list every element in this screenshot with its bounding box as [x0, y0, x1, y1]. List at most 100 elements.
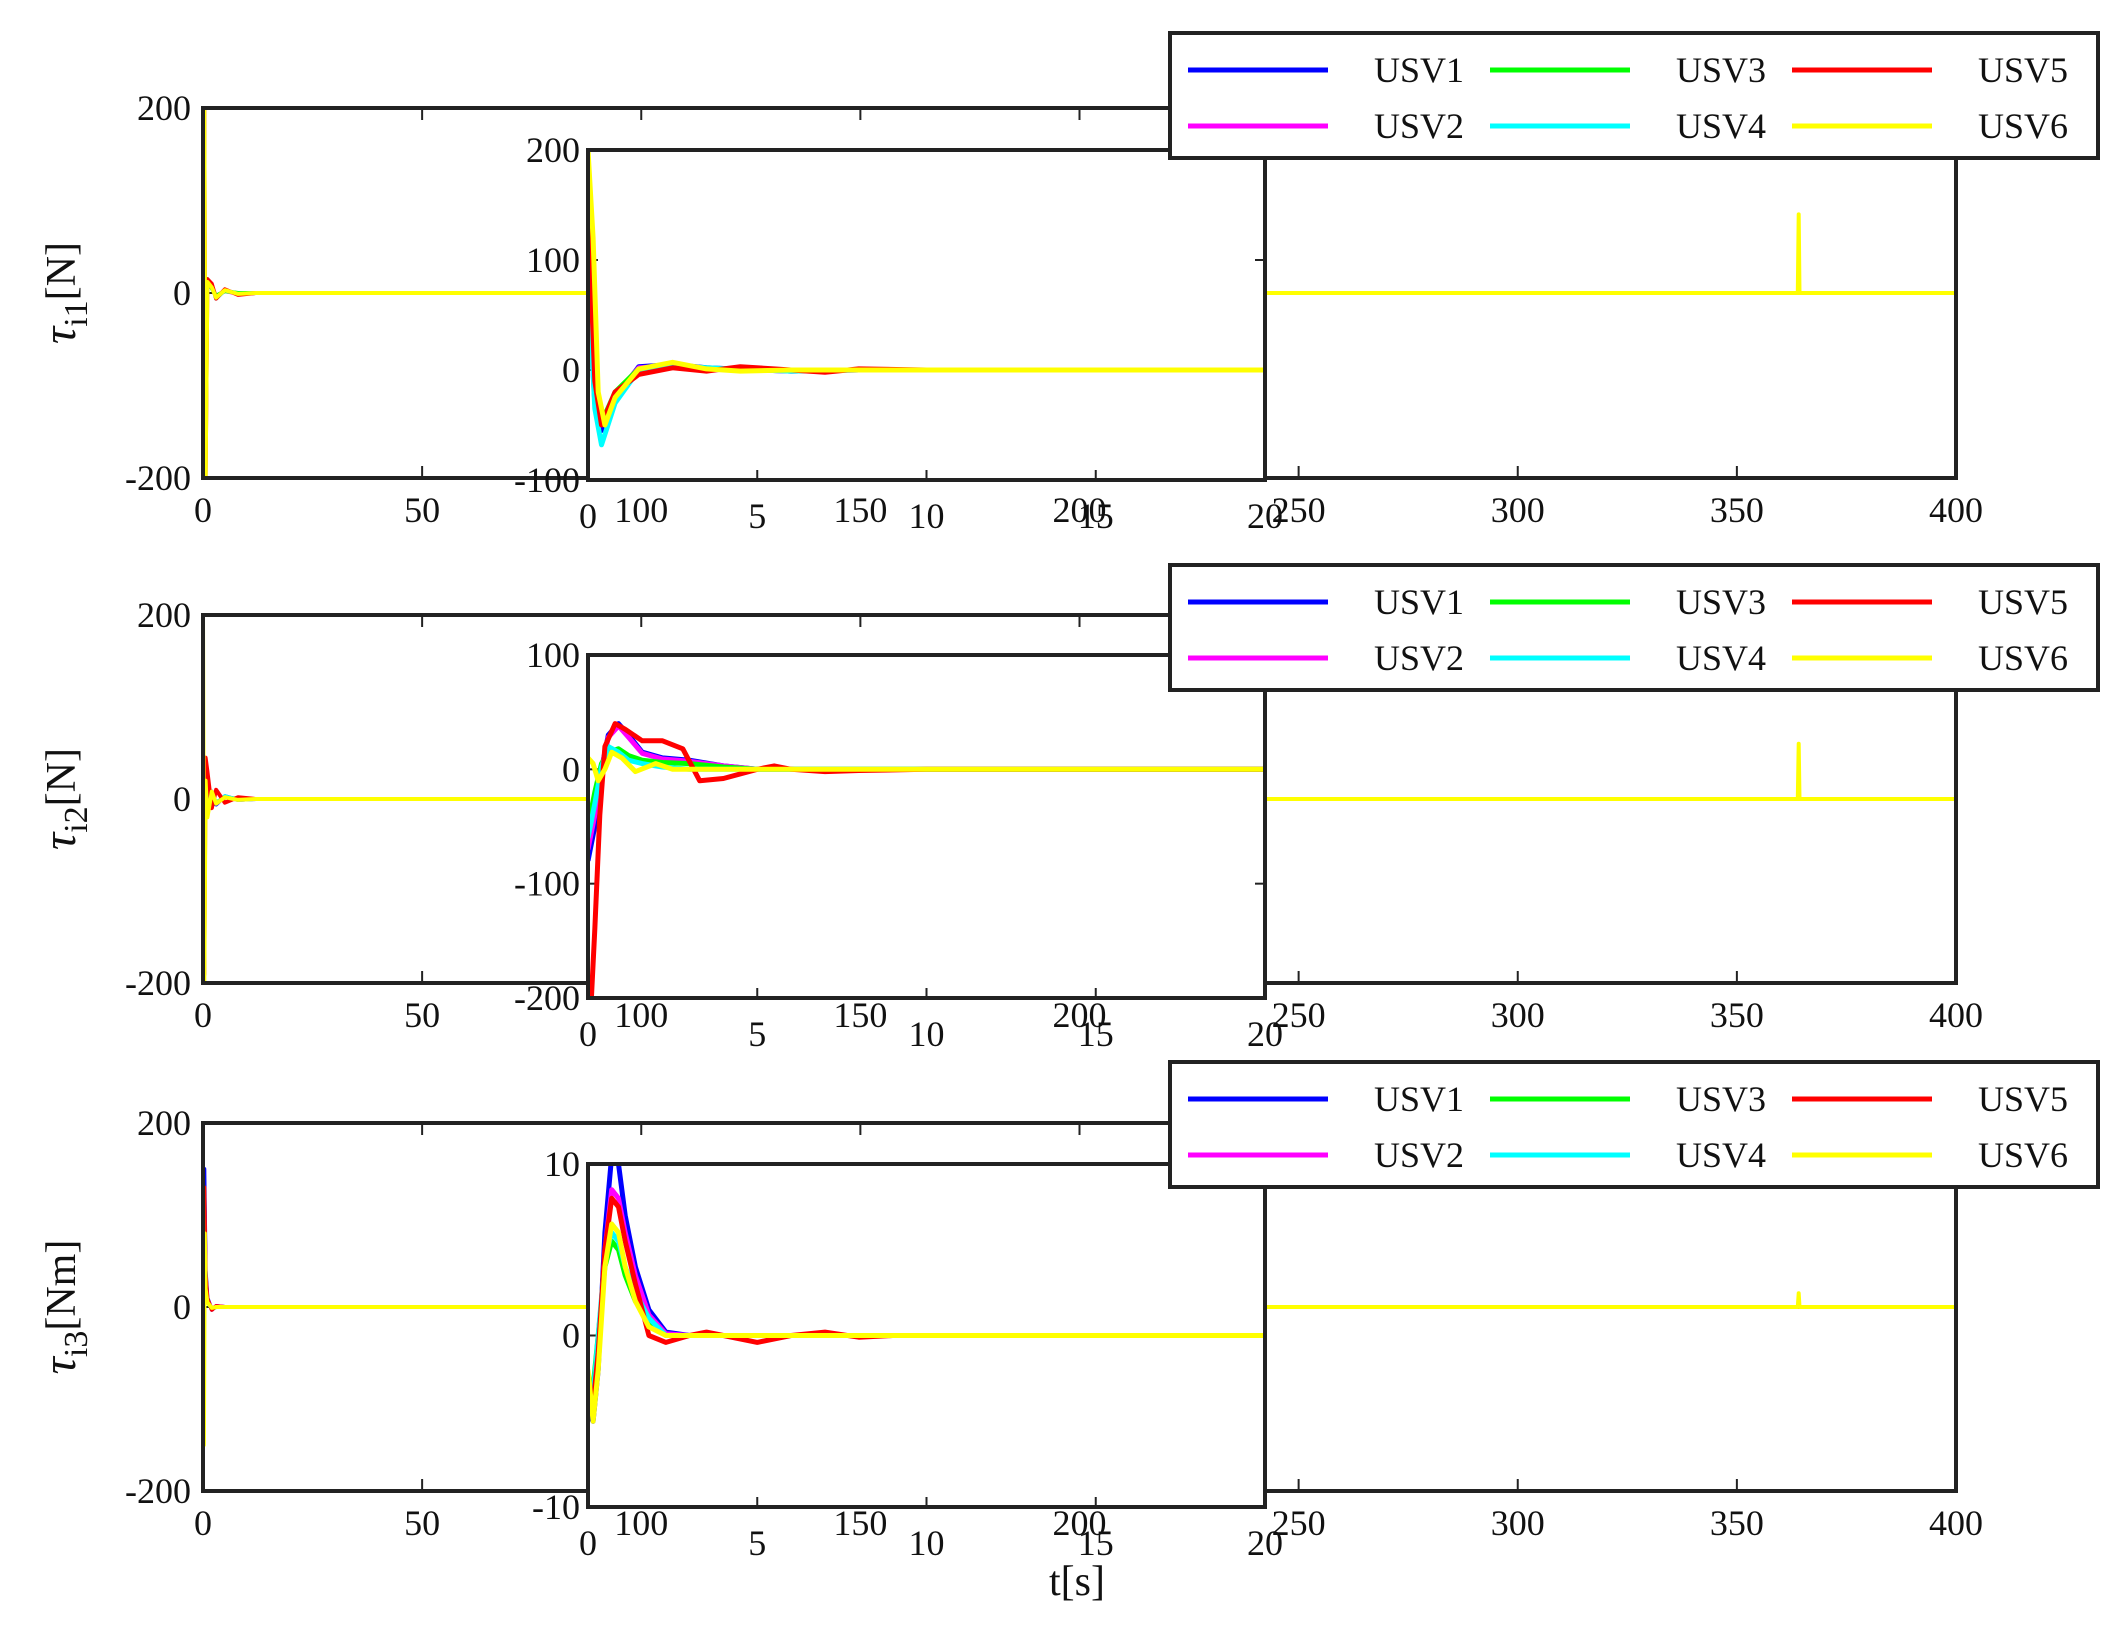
- legend-label-USV1: USV1: [1374, 1079, 1464, 1119]
- inset-y-tick-label: 100: [526, 240, 580, 280]
- x-tick-label: 50: [404, 1503, 440, 1543]
- x-tick-label: 400: [1929, 490, 1983, 530]
- legend-label-USV6: USV6: [1978, 106, 2068, 146]
- x-tick-label: 100: [614, 490, 668, 530]
- x-tick-label: 250: [1272, 490, 1326, 530]
- y-axis-label: τi2[N]: [33, 748, 95, 850]
- inset-y-tick-label: 0: [562, 350, 580, 390]
- x-tick-label: 250: [1272, 995, 1326, 1035]
- x-tick-label: 350: [1710, 995, 1764, 1035]
- inset-y-tick-label: -100: [514, 864, 580, 904]
- y-label-subscript: i2: [58, 806, 95, 832]
- panel-tau_i3: 0 50 100 150 200 250 300 350 400-2000200τi3[Nm]0…: [33, 1060, 2100, 1563]
- inset-series-group: [588, 1164, 1265, 1424]
- y-tick-label: -200: [125, 458, 191, 498]
- inset-x-tick-label: 5: [748, 1523, 766, 1563]
- x-tick-label: 200: [1053, 1503, 1107, 1543]
- x-tick-label: 100: [614, 995, 668, 1035]
- y-tick-label: 200: [137, 88, 191, 128]
- y-tick-label: 200: [137, 595, 191, 635]
- x-tick-label: 250: [1272, 1503, 1326, 1543]
- x-tick-label: 350: [1710, 1503, 1764, 1543]
- legend-label-USV3: USV3: [1676, 50, 1766, 90]
- inset-series-line-USV6: [588, 749, 1265, 784]
- inset-series-line-USV6: [588, 150, 1265, 428]
- inset-x-tick-label: 20: [1247, 496, 1283, 536]
- inset-x-tick-label: 5: [748, 496, 766, 536]
- legend-box: [1168, 1060, 2100, 1189]
- inset-tau_i2: 0 5 10 15 20 -200 -100 0 100: [514, 635, 1283, 1054]
- y-label-symbol: τ: [33, 325, 86, 344]
- legend-label-USV5: USV5: [1978, 582, 2068, 622]
- x-tick-label: 50: [404, 490, 440, 530]
- inset-x-tick-label: 15: [1078, 1523, 1114, 1563]
- x-tick-label: 400: [1929, 1503, 1983, 1543]
- inset-x-tick-label: 5: [748, 1014, 766, 1054]
- inset-x-tick-label: 0: [579, 496, 597, 536]
- inset-x-tick-label: 0: [579, 1014, 597, 1054]
- legend-label-USV3: USV3: [1676, 1079, 1766, 1119]
- inset-y-tick-label: 0: [562, 749, 580, 789]
- x-tick-label: 0: [194, 490, 212, 530]
- y-label-subscript: i1: [58, 300, 95, 326]
- legend-label-USV4: USV4: [1676, 638, 1766, 678]
- inset-y-tick-label: 100: [526, 635, 580, 675]
- series-line-USV6: [203, 615, 1956, 983]
- inset-x-tick-label: 20: [1247, 1523, 1283, 1563]
- x-tick-label: 150: [833, 1503, 887, 1543]
- legend-label-USV1: USV1: [1374, 582, 1464, 622]
- series-line-USV6: [203, 108, 1956, 478]
- legend-box: [1168, 31, 2100, 160]
- y-label-unit: [Nm]: [39, 1240, 85, 1331]
- y-label-unit: [N]: [39, 242, 85, 300]
- y-tick-label: 0: [173, 1287, 191, 1327]
- main-series-group: [203, 615, 1956, 983]
- inset-x-tick-label: 15: [1078, 496, 1114, 536]
- y-label-symbol: τ: [33, 1355, 86, 1374]
- x-tick-label: 0: [194, 995, 212, 1035]
- legend-label-USV5: USV5: [1978, 50, 2068, 90]
- x-tick-label: 0: [194, 1503, 212, 1543]
- y-tick-label: 0: [173, 273, 191, 313]
- inset-axes-frame: [586, 653, 1267, 1000]
- inset-series-group: [588, 721, 1265, 998]
- legend-label-USV1: USV1: [1374, 50, 1464, 90]
- inset-y-tick-label: -200: [514, 978, 580, 1018]
- y-label-unit: [N]: [39, 748, 85, 806]
- x-tick-label: 150: [833, 490, 887, 530]
- legend-label-USV6: USV6: [1978, 638, 2068, 678]
- y-tick-label: 0: [173, 779, 191, 819]
- x-tick-label: 300: [1491, 995, 1545, 1035]
- legend-label-USV3: USV3: [1676, 582, 1766, 622]
- inset-y-tick-label: 0: [562, 1316, 580, 1356]
- inset-x-tick-label: 15: [1078, 1014, 1114, 1054]
- inset-series-line-USV6: [588, 1221, 1265, 1424]
- x-axis-label: t[s]: [1049, 1559, 1105, 1605]
- y-label-subscript: i3: [58, 1331, 95, 1357]
- main-series-group: [203, 108, 1956, 478]
- legend-label-USV2: USV2: [1374, 1135, 1464, 1175]
- inset-y-tick-label: 10: [544, 1144, 580, 1184]
- legend-box: [1168, 563, 2100, 692]
- x-tick-label: 100: [614, 1503, 668, 1543]
- x-tick-label: 300: [1491, 1503, 1545, 1543]
- legend: USV1 USV2 USV3 USV4 USV5 USV6: [1168, 1060, 2100, 1189]
- y-tick-label: -200: [125, 1471, 191, 1511]
- y-tick-label: -200: [125, 963, 191, 1003]
- legend-label-USV6: USV6: [1978, 1135, 2068, 1175]
- x-tick-label: 350: [1710, 490, 1764, 530]
- x-tick-label: 300: [1491, 490, 1545, 530]
- inset-axes-frame: [586, 148, 1267, 482]
- inset-x-tick-label: 10: [909, 1014, 945, 1054]
- legend: USV1 USV2 USV3 USV4 USV5 USV6: [1168, 563, 2100, 692]
- inset-y-tick-label: -10: [532, 1487, 580, 1527]
- y-axis-label: τi3[Nm]: [33, 1240, 95, 1375]
- y-tick-label: 200: [137, 1103, 191, 1143]
- y-axis-label: τi1[N]: [33, 242, 95, 344]
